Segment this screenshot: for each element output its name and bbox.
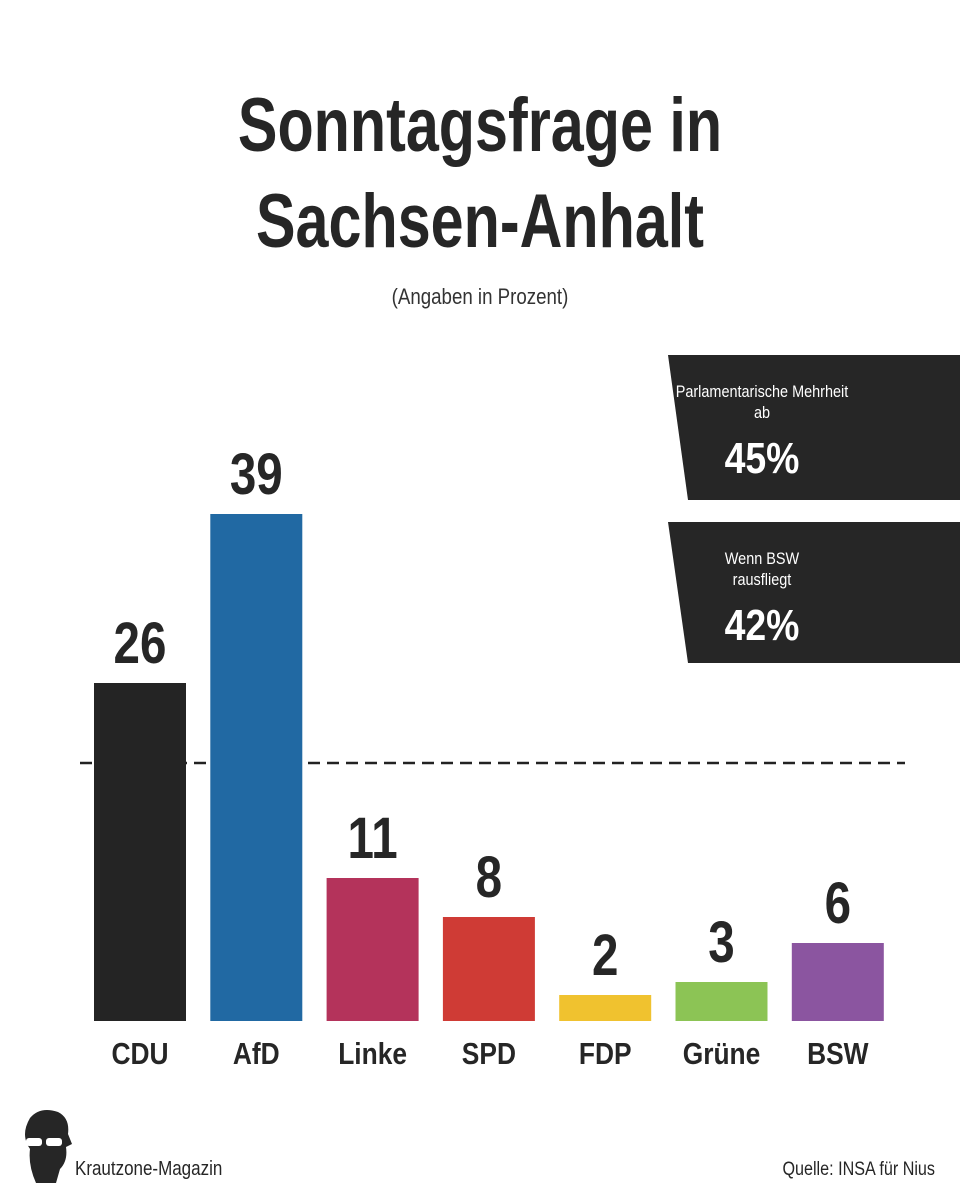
- bar: [94, 683, 186, 1021]
- x-tick-label: CDU: [111, 1037, 168, 1071]
- value-label: 6: [825, 872, 851, 937]
- value-label: 11: [347, 807, 397, 872]
- x-tick-label: SPD: [462, 1037, 516, 1071]
- value-label: 8: [476, 846, 502, 911]
- x-tick-label: Grüne: [683, 1037, 761, 1071]
- chart-subtitle: (Angaben in Prozent): [391, 284, 569, 309]
- bar: [559, 995, 652, 1021]
- x-tick-label: FDP: [579, 1037, 632, 1071]
- bar: [326, 878, 419, 1021]
- annotation-text: Wenn BSW rausfliegt: [725, 550, 799, 589]
- bar: [442, 917, 535, 1021]
- x-tick-label: AfD: [233, 1037, 280, 1071]
- value-label: 39: [230, 443, 283, 508]
- value-label: 3: [708, 911, 734, 976]
- footer-brand: Krautzone-Magazin: [75, 1157, 222, 1180]
- value-label: 2: [592, 924, 618, 989]
- bar: [791, 943, 884, 1021]
- x-tick-label: BSW: [807, 1037, 869, 1071]
- bar: [210, 514, 303, 1021]
- chart-title: Sonntagsfrage in Sachsen-Anhalt: [237, 83, 723, 264]
- info-box: [668, 522, 960, 663]
- annotation-text: Parlamentarische Mehrheit ab: [676, 383, 849, 422]
- footer-source: Quelle: INSA für Nius: [782, 1158, 935, 1180]
- annotation-value: 42%: [725, 600, 800, 650]
- info-box: [668, 355, 960, 500]
- logo: [25, 1110, 72, 1183]
- bar: [675, 982, 768, 1021]
- value-label: 26: [114, 612, 167, 677]
- annotation-value: 45%: [725, 433, 800, 483]
- x-tick-label: Linke: [338, 1037, 407, 1071]
